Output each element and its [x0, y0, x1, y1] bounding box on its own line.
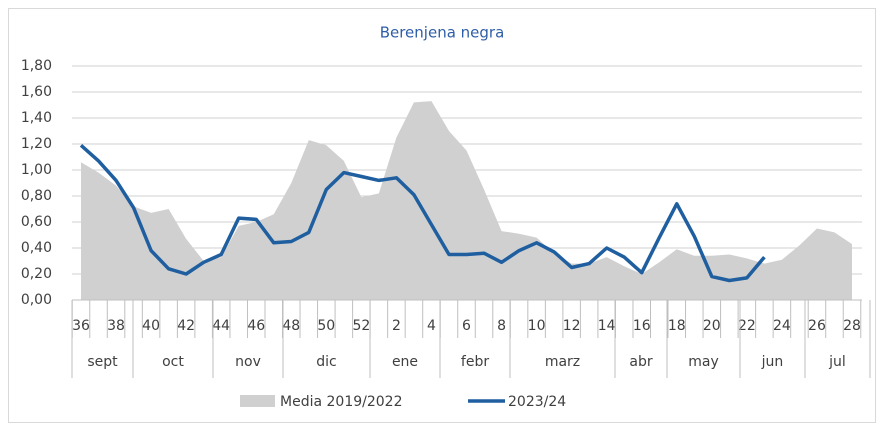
x-tick-label: 44: [212, 318, 230, 334]
x-tick-label: 24: [773, 318, 791, 334]
legend-swatch: [240, 395, 275, 407]
x-tick-label: 42: [177, 318, 195, 334]
legend-label: Media 2019/2022: [280, 394, 402, 410]
month-label: may: [688, 354, 719, 370]
y-tick-label: 1,60: [21, 84, 52, 100]
y-tick-label: 0,00: [21, 292, 52, 308]
x-tick-label: 20: [703, 318, 721, 334]
month-label: abr: [629, 354, 652, 370]
x-tick-label: 18: [668, 318, 686, 334]
month-label: ene: [392, 354, 418, 370]
month-label: dic: [316, 354, 336, 370]
y-tick-label: 0,20: [21, 266, 52, 282]
month-label: nov: [235, 354, 261, 370]
x-tick-label: 36: [72, 318, 90, 334]
x-tick-label: 22: [738, 318, 756, 334]
month-label: jun: [761, 354, 784, 370]
x-tick-label: 46: [247, 318, 265, 334]
month-label: marz: [545, 354, 580, 370]
x-tick-label: 28: [843, 318, 861, 334]
area: [81, 101, 852, 300]
line: [79, 143, 766, 283]
y-tick-label: 1,00: [21, 162, 52, 178]
y-tick-label: 0,60: [21, 214, 52, 230]
x-tick-label: 10: [528, 318, 546, 334]
x-tick-label: 12: [563, 318, 581, 334]
chart-title: Berenjena negra: [380, 24, 505, 42]
y-tick-label: 1,40: [21, 110, 52, 126]
y-tick-label: 0,40: [21, 240, 52, 256]
month-label: sept: [87, 354, 118, 370]
x-tick-label: 40: [142, 318, 160, 334]
x-tick-label: 50: [317, 318, 335, 334]
y-tick-label: 1,20: [21, 136, 52, 152]
x-tick-label: 26: [808, 318, 826, 334]
month-label: jul: [828, 354, 846, 370]
x-tick-label: 2: [392, 318, 401, 334]
month-label: febr: [461, 354, 489, 370]
x-tick-label: 8: [497, 318, 506, 334]
x-tick-label: 16: [633, 318, 651, 334]
x-tick-label: 48: [282, 318, 300, 334]
x-tick-label: 14: [598, 318, 616, 334]
month-label: oct: [162, 354, 184, 370]
x-tick-label: 38: [107, 318, 125, 334]
x-tick-label: 4: [427, 318, 436, 334]
y-tick-label: 1,80: [21, 58, 52, 74]
legend-label: 2023/24: [508, 394, 566, 410]
y-tick-label: 0,80: [21, 188, 52, 204]
x-tick-label: 52: [352, 318, 370, 334]
x-tick-label: 6: [462, 318, 471, 334]
